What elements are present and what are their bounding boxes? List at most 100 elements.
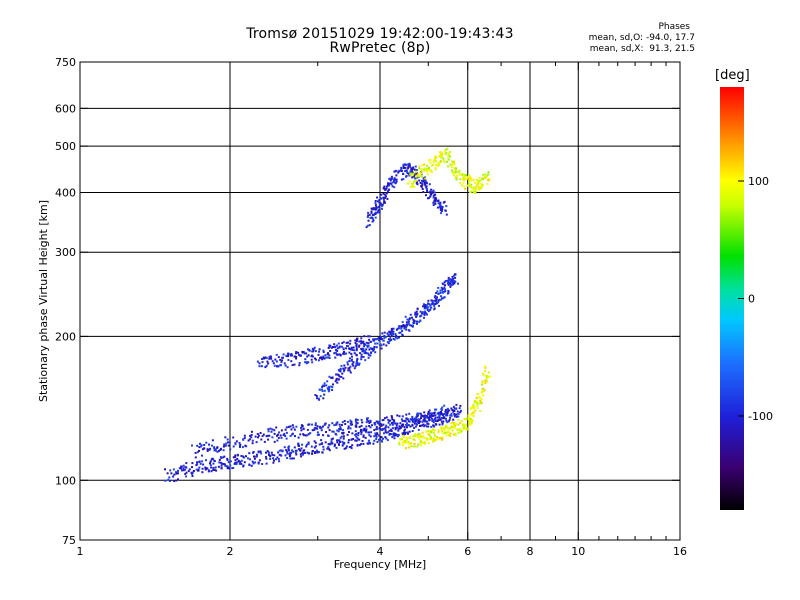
data-point	[364, 429, 367, 432]
data-point	[415, 169, 418, 172]
data-point	[429, 434, 432, 437]
data-point	[479, 401, 482, 404]
data-point	[355, 433, 358, 435]
data-point	[338, 353, 341, 356]
data-point	[335, 349, 338, 351]
data-point	[390, 430, 393, 432]
data-point	[164, 479, 167, 482]
data-point	[431, 417, 433, 420]
data-point	[356, 359, 358, 362]
data-point	[487, 376, 490, 379]
data-point	[248, 452, 251, 455]
data-point	[433, 433, 436, 436]
data-point	[313, 446, 316, 449]
data-point	[430, 193, 432, 196]
data-point	[298, 448, 301, 451]
data-point	[378, 339, 381, 342]
data-point	[268, 357, 271, 360]
data-point	[376, 196, 379, 199]
data-point	[203, 444, 206, 446]
data-point	[400, 178, 403, 181]
data-point	[258, 362, 261, 365]
data-point	[340, 375, 343, 378]
data-point	[418, 167, 421, 170]
data-point	[349, 339, 352, 342]
data-point	[426, 437, 429, 440]
data-point	[435, 292, 438, 294]
data-point	[423, 411, 426, 414]
data-point	[271, 360, 274, 363]
data-point	[355, 354, 358, 357]
data-point	[267, 428, 270, 431]
data-point	[261, 463, 264, 465]
data-point	[423, 163, 426, 166]
data-point	[449, 422, 452, 425]
data-point	[428, 169, 431, 172]
data-point	[384, 426, 387, 429]
data-point	[453, 273, 456, 276]
data-point	[430, 306, 433, 309]
data-point	[355, 340, 358, 342]
data-point	[201, 460, 204, 463]
data-point	[342, 435, 345, 438]
data-point	[288, 445, 290, 448]
data-point	[283, 362, 286, 365]
data-point	[379, 202, 382, 205]
data-point	[476, 183, 479, 186]
data-point	[182, 467, 185, 470]
data-point	[410, 445, 413, 448]
data-point	[416, 183, 419, 186]
data-point	[281, 359, 283, 362]
data-point	[362, 340, 365, 343]
data-point	[297, 351, 300, 354]
data-point	[414, 311, 417, 314]
data-point	[406, 422, 408, 425]
data-point	[436, 437, 439, 440]
data-point	[219, 456, 222, 459]
data-point	[446, 426, 448, 429]
data-point	[407, 163, 410, 166]
data-point	[341, 372, 344, 375]
data-point	[433, 305, 436, 308]
data-point	[402, 163, 405, 166]
data-point	[372, 207, 375, 210]
data-point	[442, 157, 445, 160]
data-point	[454, 276, 457, 279]
data-point	[443, 413, 446, 415]
data-point	[388, 339, 391, 342]
data-point	[276, 456, 279, 459]
data-point	[423, 316, 425, 319]
data-point	[355, 362, 358, 365]
data-point	[486, 174, 488, 177]
data-point	[198, 449, 200, 452]
data-point	[425, 415, 428, 417]
y-tick-label: 100	[55, 474, 76, 487]
data-point	[415, 419, 418, 422]
data-point	[270, 451, 273, 454]
data-point	[391, 185, 394, 188]
data-point	[260, 438, 263, 441]
data-point	[355, 421, 358, 424]
data-point	[247, 439, 250, 442]
data-point	[433, 434, 436, 437]
chart-subtitle: RwPretec (8p)	[329, 40, 431, 56]
data-point	[358, 362, 361, 365]
data-point	[317, 353, 320, 356]
data-point	[291, 364, 294, 367]
data-point	[357, 363, 360, 366]
data-point	[457, 171, 460, 174]
data-point	[354, 433, 357, 436]
data-point	[305, 445, 308, 448]
data-point	[361, 421, 364, 424]
data-point	[398, 425, 401, 428]
data-point	[480, 186, 483, 189]
data-point	[367, 211, 370, 214]
data-point	[482, 374, 485, 377]
data-point	[378, 423, 381, 426]
data-point	[475, 396, 478, 399]
data-point	[327, 443, 330, 446]
data-point	[338, 375, 341, 378]
data-point	[373, 213, 375, 216]
data-point	[434, 155, 437, 158]
data-point	[275, 426, 278, 429]
